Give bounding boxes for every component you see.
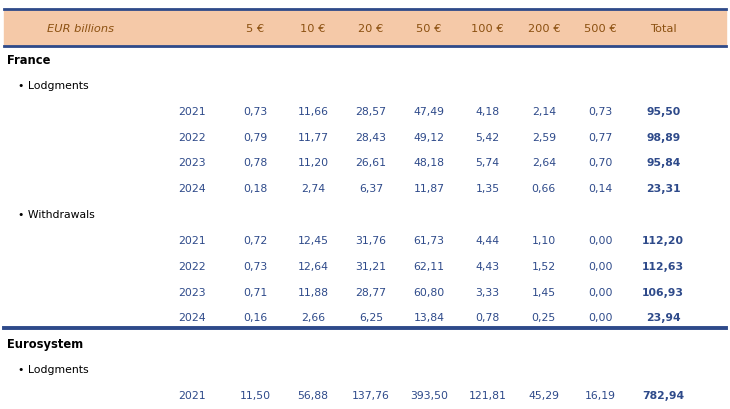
Text: 2022: 2022: [178, 132, 205, 142]
Text: 0,00: 0,00: [588, 312, 612, 323]
Text: 0,00: 0,00: [588, 287, 612, 297]
Text: EUR billions: EUR billions: [47, 24, 114, 34]
Text: 16,19: 16,19: [585, 390, 615, 400]
Text: 4,44: 4,44: [475, 235, 500, 245]
Text: 1,10: 1,10: [531, 235, 556, 245]
Text: 98,89: 98,89: [646, 132, 680, 142]
Text: 47,49: 47,49: [414, 106, 445, 117]
Text: 2,74: 2,74: [301, 184, 326, 194]
Text: 112,63: 112,63: [642, 261, 684, 271]
Text: 106,93: 106,93: [642, 287, 684, 297]
Text: 28,57: 28,57: [356, 106, 386, 117]
Text: 31,76: 31,76: [356, 235, 386, 245]
Text: 393,50: 393,50: [410, 390, 448, 400]
Text: 0,73: 0,73: [243, 106, 268, 117]
Text: 11,50: 11,50: [240, 390, 271, 400]
Text: 0,77: 0,77: [588, 132, 612, 142]
Text: 10 €: 10 €: [301, 24, 326, 34]
Bar: [4, 10, 726, 47]
Text: 0,70: 0,70: [588, 158, 612, 168]
Text: 0,00: 0,00: [588, 235, 612, 245]
Text: • Lodgments: • Lodgments: [18, 81, 89, 91]
Text: 6,37: 6,37: [358, 184, 383, 194]
Text: 2,14: 2,14: [531, 106, 556, 117]
Text: 28,77: 28,77: [356, 287, 386, 297]
Text: 50 €: 50 €: [417, 24, 442, 34]
Text: 0,18: 0,18: [243, 184, 268, 194]
Text: 1,35: 1,35: [475, 184, 500, 194]
Text: 2,64: 2,64: [531, 158, 556, 168]
Text: 26,61: 26,61: [356, 158, 386, 168]
Text: 11,66: 11,66: [298, 106, 328, 117]
Text: 4,18: 4,18: [475, 106, 500, 117]
Text: 95,50: 95,50: [646, 106, 680, 117]
Text: 11,87: 11,87: [414, 184, 445, 194]
Text: 6,25: 6,25: [358, 312, 383, 323]
Text: 12,64: 12,64: [298, 261, 328, 271]
Text: 45,29: 45,29: [529, 390, 559, 400]
Text: 5 €: 5 €: [246, 24, 264, 34]
Text: 500 €: 500 €: [584, 24, 616, 34]
Text: 48,18: 48,18: [414, 158, 445, 168]
Text: 62,11: 62,11: [414, 261, 445, 271]
Text: 0,25: 0,25: [531, 312, 556, 323]
Text: 2024: 2024: [178, 312, 205, 323]
Text: • Lodgments: • Lodgments: [18, 364, 89, 374]
Text: 0,00: 0,00: [588, 261, 612, 271]
Text: 0,78: 0,78: [475, 312, 500, 323]
Text: Eurosystem: Eurosystem: [7, 337, 83, 350]
Text: 137,76: 137,76: [352, 390, 390, 400]
Text: 5,74: 5,74: [475, 158, 500, 168]
Text: 2021: 2021: [178, 106, 205, 117]
Text: 61,73: 61,73: [414, 235, 445, 245]
Text: 13,84: 13,84: [414, 312, 445, 323]
Text: 100 €: 100 €: [472, 24, 504, 34]
Text: 49,12: 49,12: [414, 132, 445, 142]
Text: 11,20: 11,20: [298, 158, 328, 168]
Text: 782,94: 782,94: [642, 390, 684, 400]
Text: 1,45: 1,45: [531, 287, 556, 297]
Text: 28,43: 28,43: [356, 132, 386, 142]
Text: 0,14: 0,14: [588, 184, 612, 194]
Text: 0,16: 0,16: [243, 312, 268, 323]
Text: 23,31: 23,31: [646, 184, 680, 194]
Text: 5,42: 5,42: [475, 132, 500, 142]
Text: 23,94: 23,94: [646, 312, 680, 323]
Text: 11,88: 11,88: [298, 287, 328, 297]
Text: • Withdrawals: • Withdrawals: [18, 209, 95, 220]
Text: 2021: 2021: [178, 390, 205, 400]
Text: 112,20: 112,20: [642, 235, 684, 245]
Text: 0,73: 0,73: [588, 106, 612, 117]
Text: 4,43: 4,43: [475, 261, 500, 271]
Text: 2023: 2023: [178, 287, 205, 297]
Text: 95,84: 95,84: [646, 158, 680, 168]
Text: 0,79: 0,79: [243, 132, 268, 142]
Text: 56,88: 56,88: [298, 390, 328, 400]
Text: 60,80: 60,80: [414, 287, 445, 297]
Text: 3,33: 3,33: [475, 287, 500, 297]
Text: 2021: 2021: [178, 235, 205, 245]
Text: 2,59: 2,59: [531, 132, 556, 142]
Text: 0,78: 0,78: [243, 158, 268, 168]
Text: 0,72: 0,72: [243, 235, 268, 245]
Text: 200 €: 200 €: [528, 24, 560, 34]
Text: 0,71: 0,71: [243, 287, 268, 297]
Text: 0,73: 0,73: [243, 261, 268, 271]
Text: 2022: 2022: [178, 261, 205, 271]
Text: 2024: 2024: [178, 184, 205, 194]
Text: 1,52: 1,52: [531, 261, 556, 271]
Text: Total: Total: [650, 24, 677, 34]
Text: 2,66: 2,66: [301, 312, 326, 323]
Text: 20 €: 20 €: [358, 24, 383, 34]
Text: 2023: 2023: [178, 158, 205, 168]
Text: 121,81: 121,81: [469, 390, 507, 400]
Text: 11,77: 11,77: [298, 132, 328, 142]
Text: 31,21: 31,21: [356, 261, 386, 271]
Text: 12,45: 12,45: [298, 235, 328, 245]
Text: France: France: [7, 54, 50, 66]
Text: 0,66: 0,66: [531, 184, 556, 194]
